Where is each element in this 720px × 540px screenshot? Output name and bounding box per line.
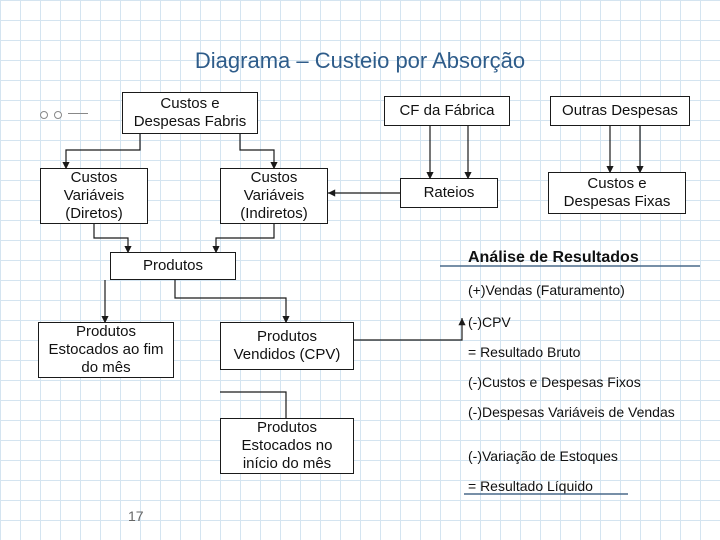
node-label: Custos eDespesas Fixas [564, 175, 671, 211]
analysis-item: = Resultado Líquido [468, 478, 593, 495]
node-label: Custos eDespesas Fabris [134, 95, 247, 131]
node-label: Outras Despesas [562, 102, 678, 120]
analysis-heading: Análise de Resultados [468, 248, 639, 267]
node-produtos-estocados-fim: ProdutosEstocados ao fimdo mês [38, 322, 174, 378]
analysis-item: (-)Variação de Estoques [468, 448, 618, 465]
diagram-content: Diagrama – Custeio por Absorção Custos e… [0, 0, 720, 540]
node-label: CustosVariáveis(Diretos) [64, 169, 125, 223]
node-label: Rateios [424, 184, 475, 202]
node-produtos-vendidos: ProdutosVendidos (CPV) [220, 322, 354, 370]
node-custos-var-indiretos: CustosVariáveis(Indiretos) [220, 168, 328, 224]
analysis-item: = Resultado Bruto [468, 344, 580, 361]
node-custos-despesas-fabris: Custos eDespesas Fabris [122, 92, 258, 134]
node-label: ProdutosEstocados noinício do mês [242, 419, 333, 473]
node-label: ProdutosEstocados ao fimdo mês [48, 323, 163, 377]
node-label: CF da Fábrica [399, 102, 494, 120]
node-produtos: Produtos [110, 252, 236, 280]
node-produtos-estocados-inicio: ProdutosEstocados noinício do mês [220, 418, 354, 474]
analysis-item: (-)Despesas Variáveis de Vendas [468, 404, 688, 421]
analysis-item: (-)CPV [468, 314, 511, 331]
page-number: 17 [128, 508, 144, 524]
analysis-item: (-)Custos e Despesas Fixos [468, 374, 641, 391]
node-outras-despesas: Outras Despesas [550, 96, 690, 126]
node-custos-despesas-fixas: Custos eDespesas Fixas [548, 172, 686, 214]
decorative-dots [40, 110, 80, 120]
diagram-title: Diagrama – Custeio por Absorção [0, 48, 720, 74]
node-label: ProdutosVendidos (CPV) [234, 328, 341, 364]
node-label: Produtos [143, 257, 203, 275]
node-label: CustosVariáveis(Indiretos) [240, 169, 308, 223]
analysis-item: (+)Vendas (Faturamento) [468, 282, 625, 299]
node-rateios: Rateios [400, 178, 498, 208]
node-cf-fabrica: CF da Fábrica [384, 96, 510, 126]
node-custos-var-diretos: CustosVariáveis(Diretos) [40, 168, 148, 224]
